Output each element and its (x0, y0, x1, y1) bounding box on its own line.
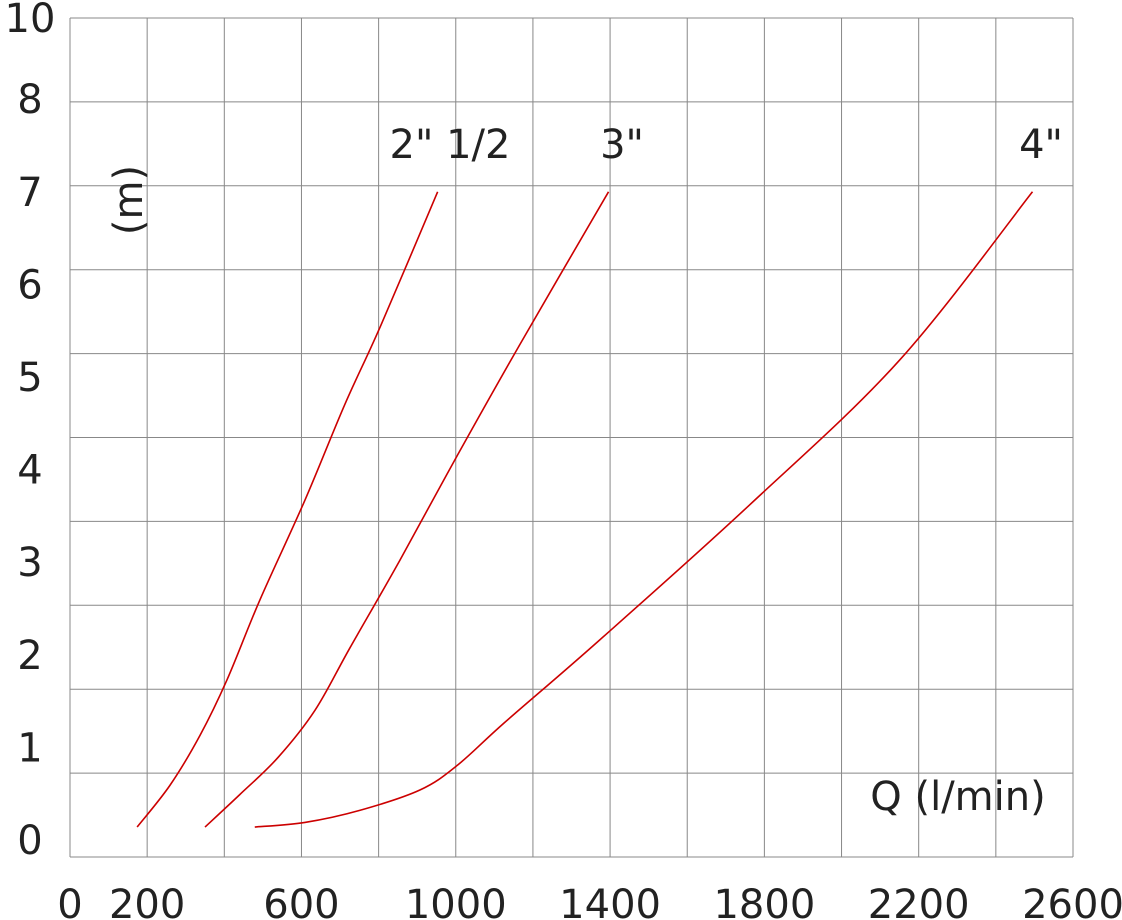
y-tick-label: 0 (17, 818, 42, 864)
y-tick-label: 4 (17, 448, 42, 494)
y-tick-label: 10 (5, 0, 56, 42)
y-tick-label: 1 (17, 725, 42, 771)
grid (69, 17, 1074, 858)
x-tick-label: 1800 (713, 882, 815, 920)
series-label-2-1-2: 2" 1/2 (390, 122, 511, 168)
y-tick-label: 7 (17, 170, 42, 216)
series-lines (136, 191, 1034, 828)
x-tick-label: 200 (109, 882, 185, 920)
x-tick-label: 1400 (559, 882, 661, 920)
y-tick-label: 5 (17, 355, 42, 401)
x-tick-label: 2600 (1022, 882, 1122, 920)
series-line-0 (136, 191, 439, 828)
tick-labels: 0 200 600 1000 1400 1800 2200 2600 0 1 2 3 4 5 6 7 8 10 (5, 0, 1122, 920)
y-tick-label: 3 (17, 540, 42, 586)
series-line-2 (254, 191, 1034, 828)
x-axis-label: Q (l/min) (870, 774, 1045, 820)
series-line-1 (204, 191, 610, 828)
y-axis-label: (m) (106, 165, 152, 235)
x-tick-label: 0 (57, 882, 82, 920)
x-tick-label: 2200 (868, 882, 970, 920)
y-tick-label: 2 (17, 633, 42, 679)
y-tick-label: 8 (17, 77, 42, 123)
series-label-3: 3" (600, 122, 644, 168)
series-label-4: 4" (1019, 122, 1063, 168)
x-tick-label: 1000 (405, 882, 507, 920)
x-tick-label: 600 (263, 882, 339, 920)
y-tick-label: 6 (17, 262, 42, 308)
